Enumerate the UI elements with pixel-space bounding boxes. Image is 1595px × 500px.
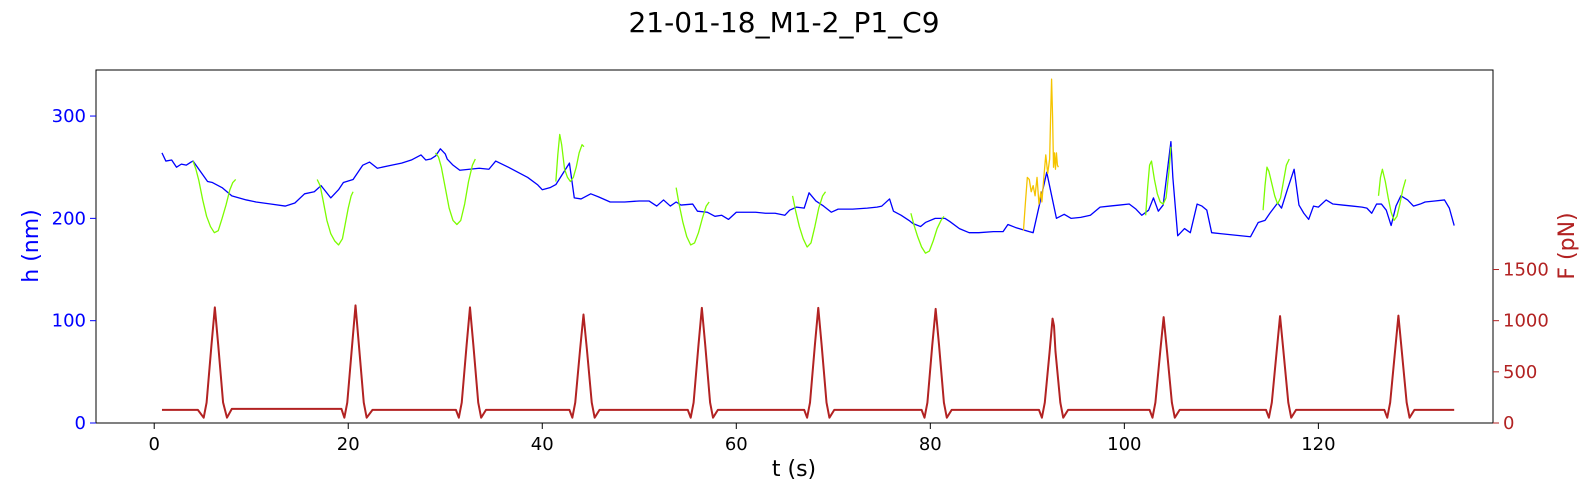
y-right-tick-label: 1500	[1503, 260, 1549, 281]
height-series-line-9	[1262, 158, 1290, 211]
y-right-axis-label: F (pN)	[1555, 212, 1580, 279]
height-series-line-4	[555, 133, 585, 183]
height-series-line-10	[1377, 168, 1407, 222]
y-right-tick-label: 1000	[1503, 311, 1549, 332]
x-tick-label: 100	[1107, 434, 1141, 455]
height-series-line-7	[910, 213, 945, 254]
height-series-line-2	[316, 179, 354, 246]
x-tick-label: 20	[337, 434, 360, 455]
height-series-line-3	[435, 152, 476, 226]
height-series-line-6	[791, 191, 827, 248]
series-layer	[161, 78, 1455, 419]
height-series-line-11	[1022, 78, 1059, 231]
x-axis-label: t (s)	[772, 457, 816, 482]
y-right-tick-label: 500	[1503, 362, 1537, 383]
x-tick-label: 80	[919, 434, 942, 455]
height-series-line-0	[161, 140, 1455, 238]
plot-frame	[95, 69, 1494, 424]
y-left-axis-label: h (nm)	[19, 209, 44, 282]
x-tick-label: 120	[1301, 434, 1335, 455]
y-left-tick-label: 300	[52, 106, 86, 127]
y-right-tick-label: 0	[1503, 413, 1514, 434]
y-left-tick-label: 200	[52, 208, 86, 229]
x-tick-label: 40	[531, 434, 554, 455]
y-right-axis: 0 500 1000 1500	[1493, 260, 1549, 434]
force-series-line	[161, 304, 1455, 419]
x-tick-label: 60	[725, 434, 748, 455]
height-series-line-8	[1145, 146, 1172, 216]
x-tick-label: 0	[148, 434, 159, 455]
y-left-tick-label: 100	[52, 311, 86, 332]
height-series-line-5	[675, 187, 710, 246]
y-left-tick-label: 0	[75, 413, 86, 434]
chart-title: 21-01-18_M1-2_P1_C9	[628, 6, 939, 39]
y-left-axis: 0 100 200 300	[52, 106, 96, 434]
height-series-line-1	[192, 160, 237, 234]
x-axis: 0 20 40 60 80 100 120	[148, 423, 1336, 455]
